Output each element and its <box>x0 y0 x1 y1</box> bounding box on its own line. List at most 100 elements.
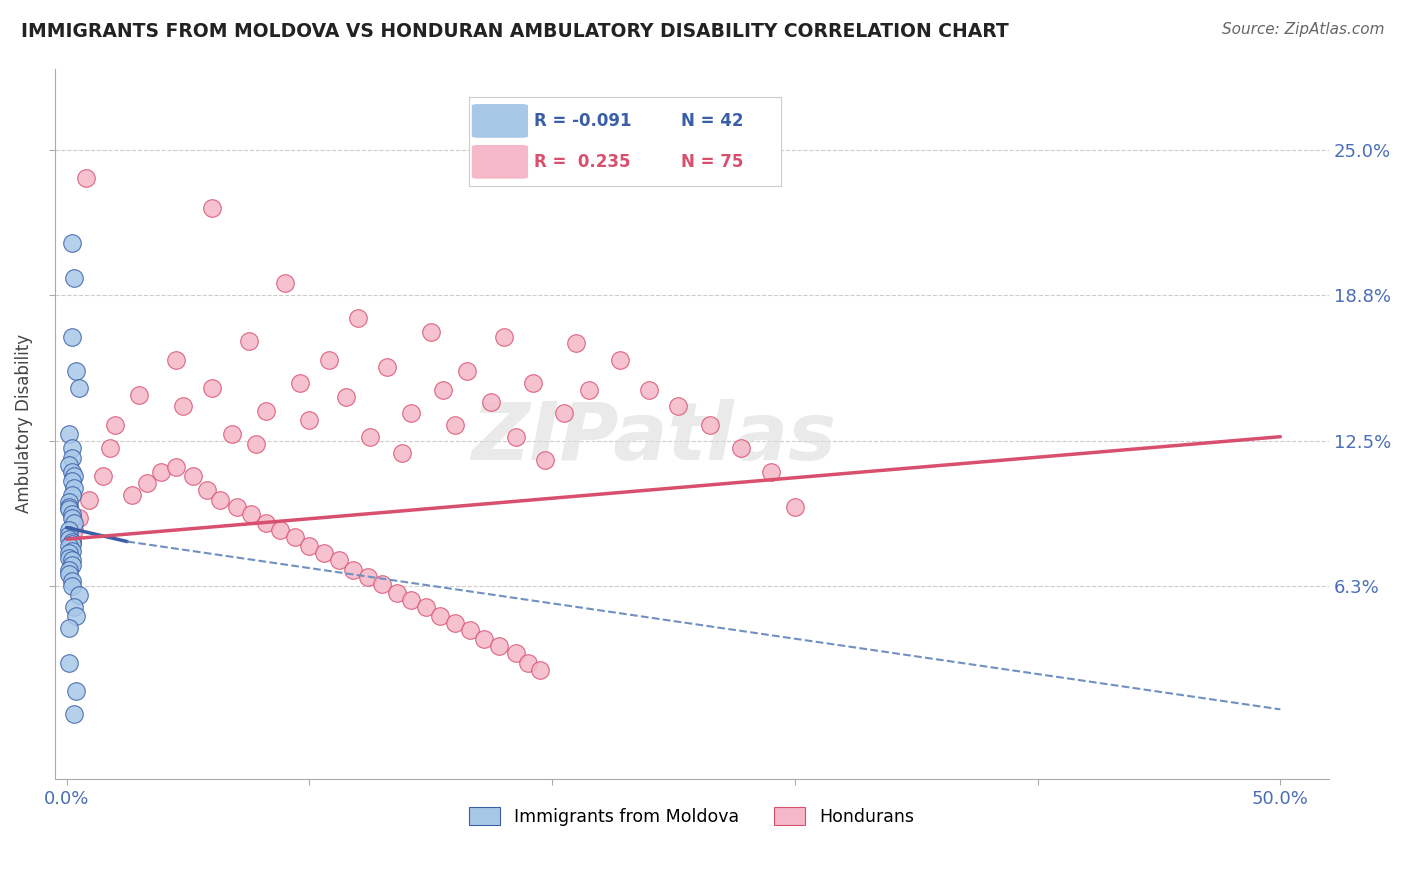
Point <box>63 481 86 495</box>
Point <box>522 376 544 390</box>
Point <box>335 390 357 404</box>
Text: ZIPatlas: ZIPatlas <box>471 399 837 477</box>
Point <box>60 474 83 488</box>
Point <box>318 352 340 367</box>
Point <box>492 329 515 343</box>
Point <box>274 276 297 290</box>
Point <box>60 465 83 479</box>
Point <box>298 413 321 427</box>
Point <box>529 663 551 677</box>
Point <box>75 171 97 186</box>
Point <box>58 539 80 553</box>
Point <box>60 558 83 572</box>
Point <box>58 533 80 547</box>
Point <box>60 574 83 589</box>
Point <box>121 488 143 502</box>
Point <box>63 706 86 721</box>
Point <box>472 632 495 647</box>
Point <box>58 523 80 537</box>
Point <box>67 588 90 602</box>
Point <box>60 488 83 502</box>
Point <box>63 271 86 285</box>
Point <box>181 469 204 483</box>
Text: IMMIGRANTS FROM MOLDOVA VS HONDURAN AMBULATORY DISABILITY CORRELATION CHART: IMMIGRANTS FROM MOLDOVA VS HONDURAN AMBU… <box>21 22 1010 41</box>
Point <box>429 609 451 624</box>
Point <box>371 576 394 591</box>
Point <box>225 500 247 514</box>
Point <box>254 516 277 530</box>
Point <box>65 683 87 698</box>
Point <box>65 609 87 624</box>
Point <box>77 492 100 507</box>
Point <box>359 430 381 444</box>
Point <box>60 329 83 343</box>
Point <box>391 446 413 460</box>
Point <box>254 404 277 418</box>
Point <box>67 511 90 525</box>
Point <box>578 383 600 397</box>
Point <box>401 592 423 607</box>
Point <box>419 325 441 339</box>
Point <box>347 310 370 325</box>
Point <box>516 656 538 670</box>
Point <box>60 579 83 593</box>
Point <box>201 381 224 395</box>
Point <box>401 406 423 420</box>
Point <box>60 534 83 549</box>
Point <box>60 442 83 456</box>
Point <box>505 430 527 444</box>
Point <box>98 442 121 456</box>
Point <box>221 427 243 442</box>
Legend: Immigrants from Moldova, Hondurans: Immigrants from Moldova, Hondurans <box>461 798 922 835</box>
Point <box>375 359 398 374</box>
Point <box>58 502 80 516</box>
Point <box>63 523 86 537</box>
Point <box>128 388 150 402</box>
Point <box>60 507 83 521</box>
Point <box>58 527 80 541</box>
Point <box>165 460 187 475</box>
Point <box>415 599 437 614</box>
Point <box>201 202 224 216</box>
Point <box>135 476 157 491</box>
Point <box>60 450 83 465</box>
Point <box>444 616 467 631</box>
Point <box>298 539 321 553</box>
Point <box>58 500 80 514</box>
Point <box>759 465 782 479</box>
Point <box>456 364 478 378</box>
Point <box>208 492 231 507</box>
Point <box>60 236 83 251</box>
Point <box>245 436 267 450</box>
Point <box>488 640 510 654</box>
Point <box>58 495 80 509</box>
Point <box>385 586 408 600</box>
Point <box>65 364 87 378</box>
Point <box>58 562 80 576</box>
Point <box>269 523 291 537</box>
Point <box>342 562 364 576</box>
Y-axis label: Ambulatory Disability: Ambulatory Disability <box>15 334 32 514</box>
Point <box>60 553 83 567</box>
Point <box>197 483 219 498</box>
Point <box>699 418 721 433</box>
Point <box>58 567 80 582</box>
Point <box>328 553 350 567</box>
Point <box>60 544 83 558</box>
Point <box>458 623 481 637</box>
Point <box>58 458 80 472</box>
Point <box>58 427 80 442</box>
Point <box>432 383 454 397</box>
Point <box>63 469 86 483</box>
Point <box>67 381 90 395</box>
Point <box>730 442 752 456</box>
Point <box>609 352 631 367</box>
Point <box>60 534 83 549</box>
Point <box>58 550 80 565</box>
Point <box>58 656 80 670</box>
Point <box>284 530 307 544</box>
Point <box>240 507 263 521</box>
Point <box>638 383 661 397</box>
Point <box>150 465 173 479</box>
Point <box>58 621 80 635</box>
